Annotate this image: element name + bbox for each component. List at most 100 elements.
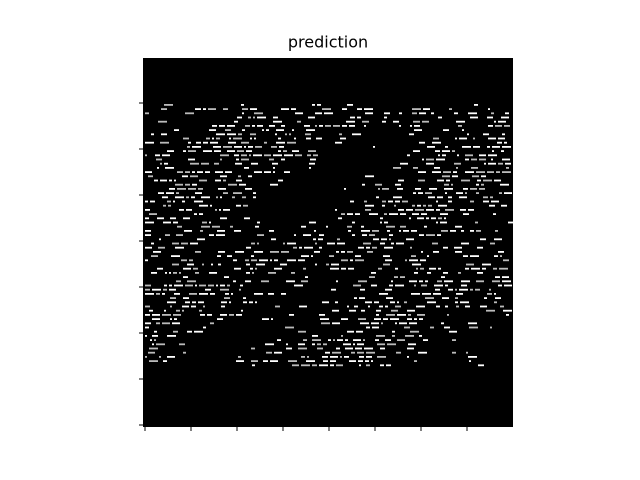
pixel [145,200,148,203]
pixel [212,137,214,140]
pixel [463,213,469,215]
pixel [274,351,282,354]
pixel [159,356,161,358]
pixel [294,284,303,287]
pixel [452,351,456,354]
pixel [223,146,232,148]
pixel [395,200,400,203]
pixel [332,351,341,354]
pixel [229,314,234,316]
pixel [322,108,331,110]
pixel [315,112,322,115]
pixel [185,284,193,287]
pixel [281,108,289,110]
pixel [186,209,192,211]
pixel [243,204,248,207]
pixel [440,213,448,215]
pixel [265,343,274,346]
pixel [425,280,428,283]
pixel [498,251,504,253]
pixel [145,209,150,211]
pixel [283,242,285,245]
pixel [371,322,379,325]
pixel [501,204,507,207]
pixel [187,280,196,283]
pixel [460,301,469,304]
pixel [483,200,489,203]
pixel [273,171,275,173]
pixel [294,234,296,236]
pixel [199,309,202,312]
pixel [351,351,355,354]
pixel [359,356,364,358]
pixel [287,141,296,144]
pixel [398,209,404,211]
pixel [442,297,449,299]
pixel [151,272,157,274]
pixel [245,125,250,127]
pixel [410,246,412,249]
pixel [183,150,186,152]
pixel [353,284,361,287]
pixel [220,175,227,178]
pixel [499,192,502,194]
pixel [347,305,349,308]
pixel [476,280,484,283]
pixel [348,267,354,270]
pixel [145,284,151,287]
pixel [199,213,203,215]
pixel [465,267,469,270]
pixel [240,284,243,287]
pixel [483,179,492,182]
pixel [409,133,414,136]
pixel [249,154,251,157]
pixel [457,154,459,157]
pixel [257,221,260,224]
pixel [209,221,211,224]
pixel [369,276,375,278]
pixel [216,133,225,136]
pixel [183,351,186,354]
pixel [441,322,444,325]
pixel [212,125,217,127]
pixel [421,213,427,215]
pixel [183,267,191,270]
pixel [361,230,370,232]
pixel [470,116,478,119]
pixel [425,297,434,299]
pixel [391,280,393,283]
pixel [246,246,251,249]
pixel [479,154,486,157]
pixel [436,158,445,161]
pixel [158,192,164,194]
pixel [332,309,339,312]
pixel [419,335,422,337]
pixel [200,314,205,316]
pixel [199,293,208,295]
pixel [192,301,196,304]
pixel [202,263,204,266]
pixel [225,293,229,295]
pixel [251,259,257,262]
pixel [317,343,321,346]
pixel [220,288,229,291]
pixel [330,364,334,367]
pixel [359,297,365,299]
pixel [448,288,453,291]
pixel [195,108,201,110]
pixel [318,238,323,241]
pixel [322,301,329,304]
pixel [446,179,450,182]
pixel [369,213,378,215]
pixel [337,238,340,241]
pixel [455,288,457,291]
pixel [336,280,338,283]
pixel [192,183,197,186]
pixel [418,171,426,173]
pixel [244,146,246,148]
pixel [292,129,294,131]
pixel [220,158,222,161]
pixel [264,171,271,173]
pixel [374,318,381,320]
pixel [399,322,407,325]
